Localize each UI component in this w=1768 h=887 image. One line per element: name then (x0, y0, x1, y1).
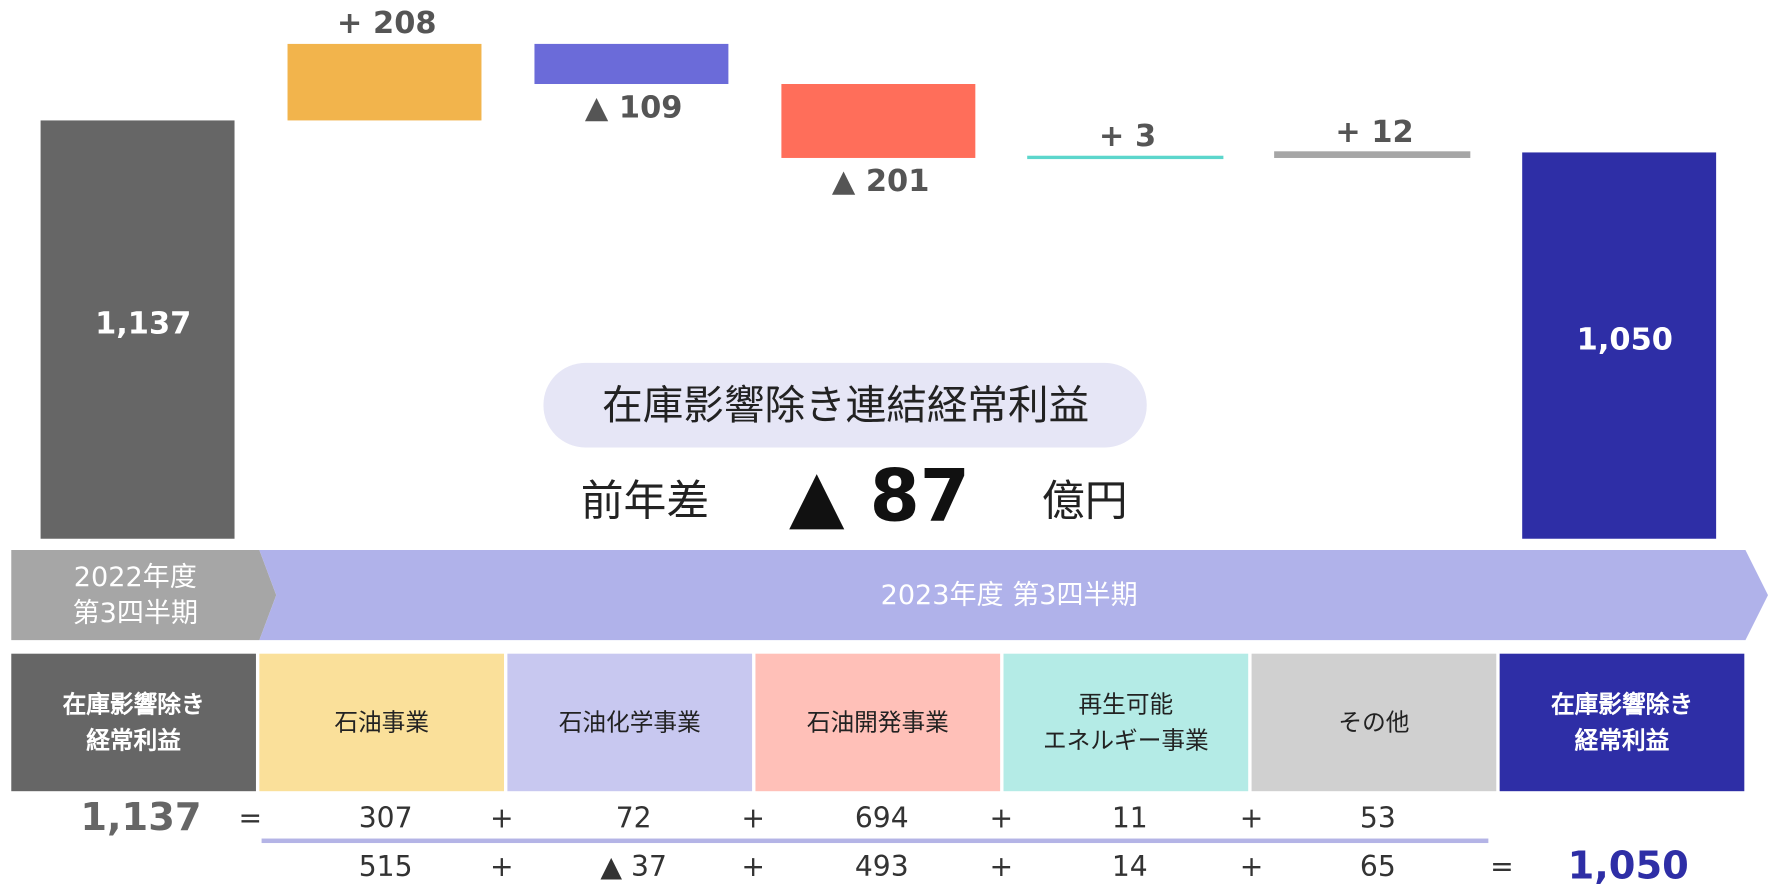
breakdown-cell: + (989, 801, 1013, 834)
period-label: 2023年度 第3四半期 (880, 579, 1138, 611)
row-divider (261, 838, 1489, 844)
breakdown-total: 1,050 (1568, 843, 1689, 887)
breakdown-cell: 11 (1112, 801, 1148, 834)
period-arrow-prev (11, 550, 277, 641)
breakdown-cell: 307 (359, 801, 413, 834)
summary-title: 在庫影響除き連結経常利益 (602, 381, 1089, 429)
breakdown-cell: + (490, 801, 514, 834)
column-header: 再生可能 エネルギー事業 (1003, 653, 1249, 792)
period-label: 2022年度 第3四半期 (72, 561, 199, 629)
column-header: 石油事業 (259, 653, 505, 792)
breakdown-cell: 515 (359, 850, 413, 883)
bar-label: + 3 (1099, 119, 1156, 154)
bar (1522, 152, 1717, 539)
bar (287, 43, 482, 121)
breakdown-cell: 694 (855, 801, 909, 834)
summary-difference: ▲ 87 (789, 454, 970, 538)
column-header: 在庫影響除き 経常利益 (1499, 653, 1745, 792)
summary-prefix: 前年差 (581, 476, 710, 526)
column-header: 石油開発事業 (755, 653, 1001, 792)
breakdown-cell: ▲ 37 (600, 850, 666, 883)
bar-label: ▲ 201 (832, 164, 930, 199)
bar-label: 1,050 (1577, 323, 1673, 358)
breakdown-cell: + (989, 850, 1013, 883)
bar (781, 84, 976, 158)
breakdown-cell: = (239, 801, 263, 834)
bar-label: + 12 (1335, 115, 1413, 150)
bar (534, 43, 729, 85)
bar (1027, 155, 1224, 160)
breakdown-cell: + (1240, 801, 1264, 834)
summary-pill (543, 362, 1147, 448)
breakdown-cell: 72 (616, 801, 652, 834)
breakdown-cell: + (490, 850, 514, 883)
bar-label: 1,137 (95, 307, 191, 342)
column-header: その他 (1251, 653, 1497, 792)
breakdown-cell: 14 (1112, 850, 1148, 883)
bar-label: + 208 (337, 6, 437, 41)
period-arrow-curr (259, 550, 1768, 641)
column-header: 石油化学事業 (507, 653, 753, 792)
summary-unit: 億円 (1042, 476, 1128, 526)
breakdown-total: 1,137 (80, 795, 201, 840)
breakdown-cell: + (741, 850, 765, 883)
column-header: 在庫影響除き 経常利益 (11, 653, 256, 792)
bar (40, 120, 235, 539)
bar-label: ▲ 109 (585, 90, 683, 125)
breakdown-cell: 65 (1360, 850, 1396, 883)
breakdown-cell: 493 (855, 850, 909, 883)
breakdown-cell: 53 (1360, 801, 1396, 834)
breakdown-cell: = (1490, 850, 1514, 883)
breakdown-cell: + (741, 801, 765, 834)
bar (1274, 151, 1471, 158)
breakdown-cell: + (1240, 850, 1264, 883)
